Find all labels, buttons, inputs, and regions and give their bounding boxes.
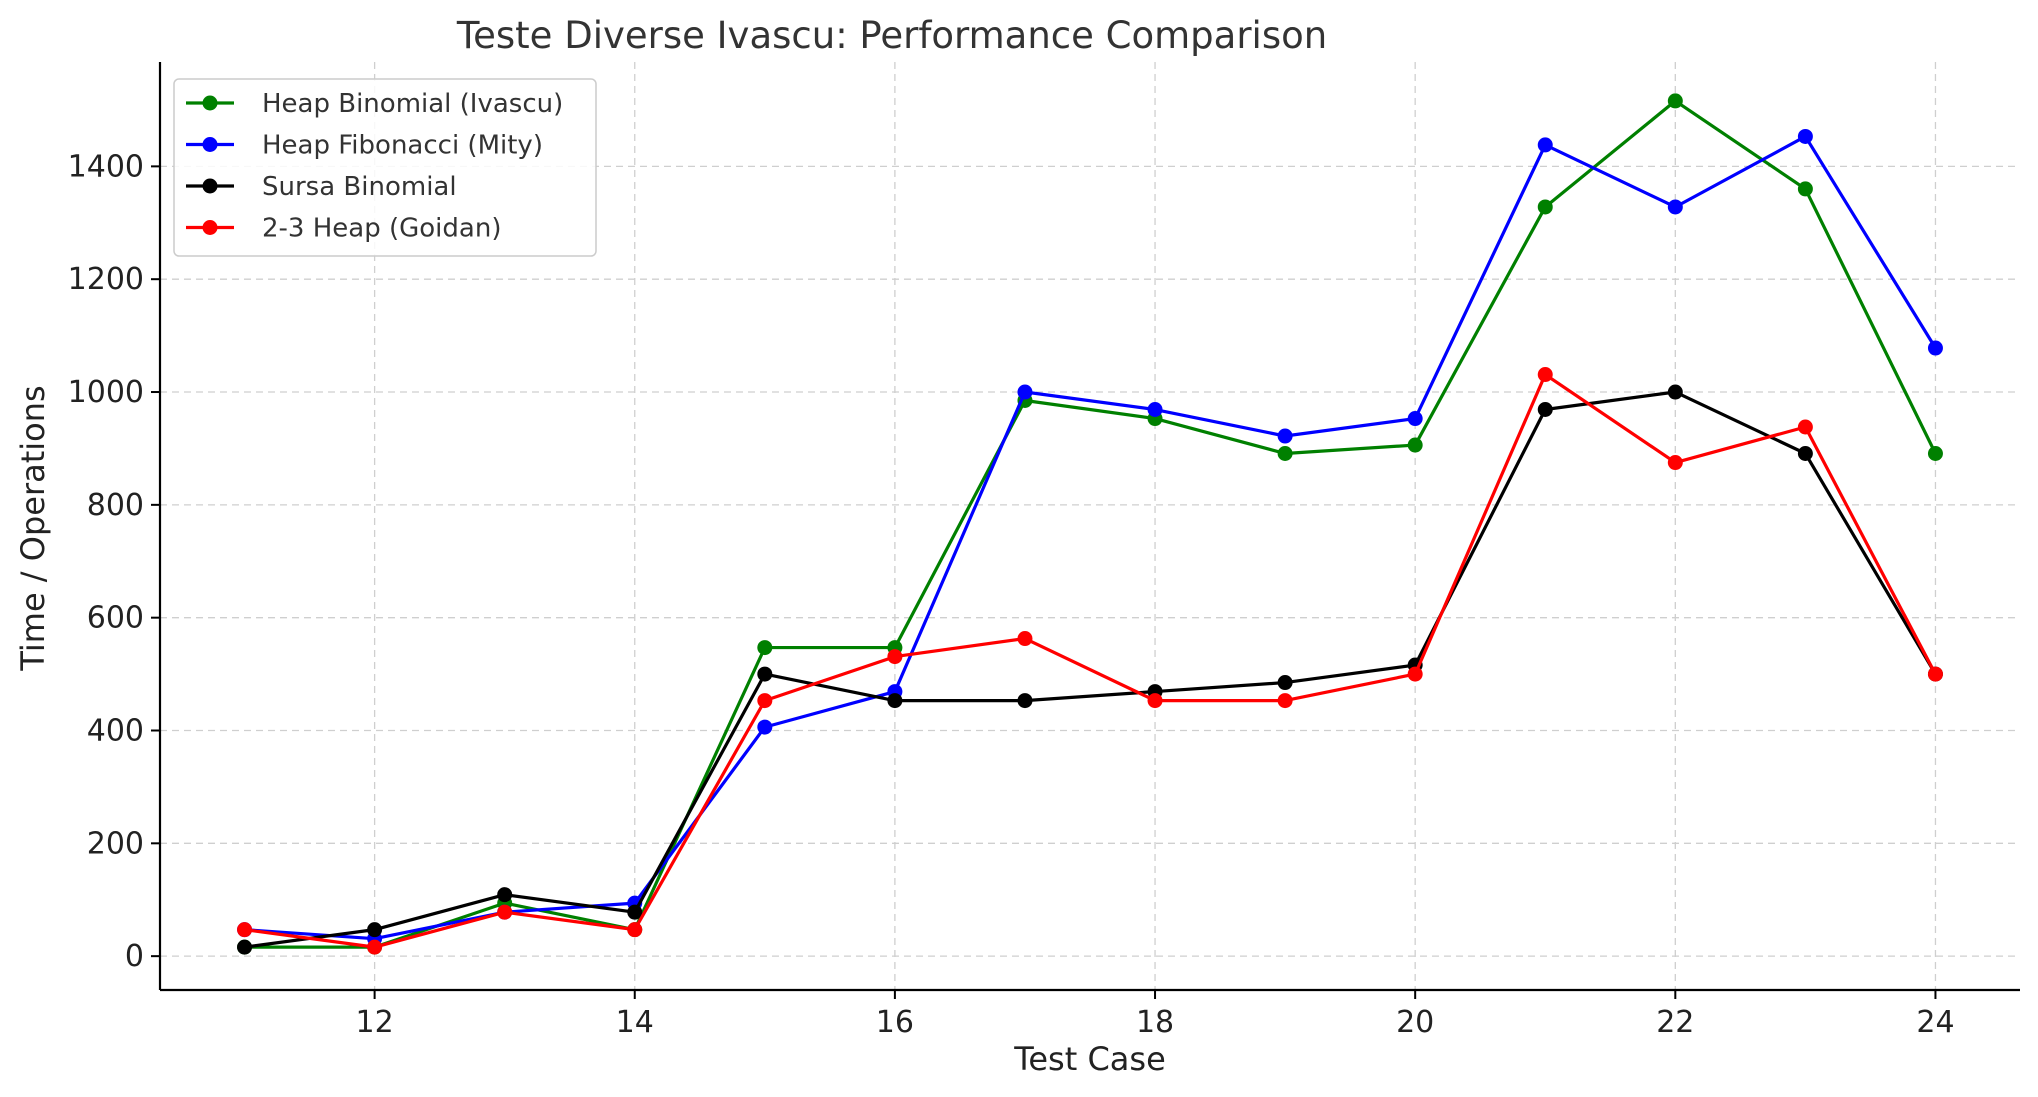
data-point <box>757 640 773 656</box>
data-point <box>887 693 903 709</box>
data-point <box>1797 446 1813 462</box>
data-point <box>1537 367 1553 383</box>
y-tick-label: 400 <box>87 713 144 748</box>
data-point <box>1797 128 1813 144</box>
axes <box>158 62 2020 992</box>
series-lines <box>237 93 1943 955</box>
data-point <box>1017 384 1033 400</box>
series-line <box>244 99 1937 949</box>
data-point <box>887 649 903 665</box>
data-point <box>757 693 773 709</box>
legend-marker <box>202 95 218 111</box>
data-point <box>1537 199 1553 215</box>
x-tick-label: 12 <box>356 1005 394 1040</box>
legend-marker <box>202 137 218 152</box>
legend-label: Heap Fibonacci (Mity) <box>262 131 543 161</box>
data-point <box>627 904 643 920</box>
legend-entry: 2-3 Heap (Goidan) <box>186 214 501 244</box>
legend-marker <box>202 220 218 235</box>
grid <box>160 62 2020 990</box>
x-tick-label: 20 <box>1396 1005 1434 1040</box>
legend-entry: Sursa Binomial <box>186 172 457 202</box>
y-tick-label: 1200 <box>68 262 144 297</box>
y-tick-label: 0 <box>125 939 144 974</box>
legend-entry: Heap Fibonacci (Mity) <box>186 131 543 161</box>
data-point <box>1927 666 1943 682</box>
data-point <box>1667 93 1683 109</box>
series-line <box>244 134 1937 941</box>
x-tick-label: 16 <box>876 1005 914 1040</box>
data-point <box>1927 340 1943 356</box>
legend-label: Sursa Binomial <box>262 172 457 202</box>
x-tick-label: 22 <box>1656 1005 1694 1040</box>
legend-label: Heap Binomial (Ivascu) <box>262 89 563 119</box>
data-point <box>627 922 643 938</box>
x-tick-label: 18 <box>1136 1005 1174 1040</box>
data-point <box>757 719 773 735</box>
data-point <box>497 887 513 903</box>
legend-box <box>173 78 597 257</box>
series-line <box>244 372 1937 949</box>
data-point <box>1017 693 1033 709</box>
data-point <box>1797 181 1813 197</box>
series-line <box>244 390 1937 949</box>
series-4 <box>237 367 1943 955</box>
data-point <box>757 666 773 682</box>
data-point <box>1537 137 1553 153</box>
legend: Heap Binomial (Ivascu) Heap Fibonacci (Mi… <box>173 78 597 257</box>
data-point <box>1407 411 1423 427</box>
y-tick-label: 200 <box>87 826 144 861</box>
y-tick-label: 1400 <box>68 149 144 184</box>
y-tick-label: 1000 <box>68 375 144 410</box>
data-point <box>497 904 513 920</box>
data-point <box>367 922 383 938</box>
data-point <box>1277 446 1293 462</box>
x-tick-label: 24 <box>1916 1005 1954 1040</box>
data-point <box>1147 693 1163 709</box>
data-point <box>1667 455 1683 471</box>
y-axis-label: Time / Operations <box>14 385 52 671</box>
chart-title: Teste Diverse Ivascu: Performance Compar… <box>456 14 1327 57</box>
data-point <box>1017 631 1033 647</box>
y-tick-label: 600 <box>87 601 144 636</box>
data-point <box>1277 428 1293 444</box>
data-point <box>1927 446 1943 462</box>
x-axis-ticks: 12 14 16 18 20 22 24 <box>356 990 1955 1040</box>
legend-label: 2-3 Heap (Goidan) <box>262 214 501 244</box>
x-tick-label: 14 <box>616 1005 654 1040</box>
data-point <box>1407 437 1423 453</box>
data-point <box>367 939 383 955</box>
data-point <box>1537 402 1553 418</box>
data-point <box>1797 419 1813 435</box>
y-tick-label: 800 <box>87 488 144 523</box>
data-point <box>237 922 253 938</box>
data-point <box>1147 402 1163 418</box>
legend-entry: Heap Binomial (Ivascu) <box>186 89 563 119</box>
data-point <box>1277 693 1293 709</box>
data-point <box>1277 675 1293 691</box>
y-axis-ticks: 0 200 400 600 800 1000 1200 1400 <box>68 149 160 974</box>
data-point <box>1667 384 1683 400</box>
data-point <box>1667 199 1683 215</box>
legend-marker <box>202 178 218 194</box>
data-point <box>237 939 253 955</box>
data-point <box>1407 666 1423 682</box>
x-axis-label: Test Case <box>1013 1040 1166 1078</box>
